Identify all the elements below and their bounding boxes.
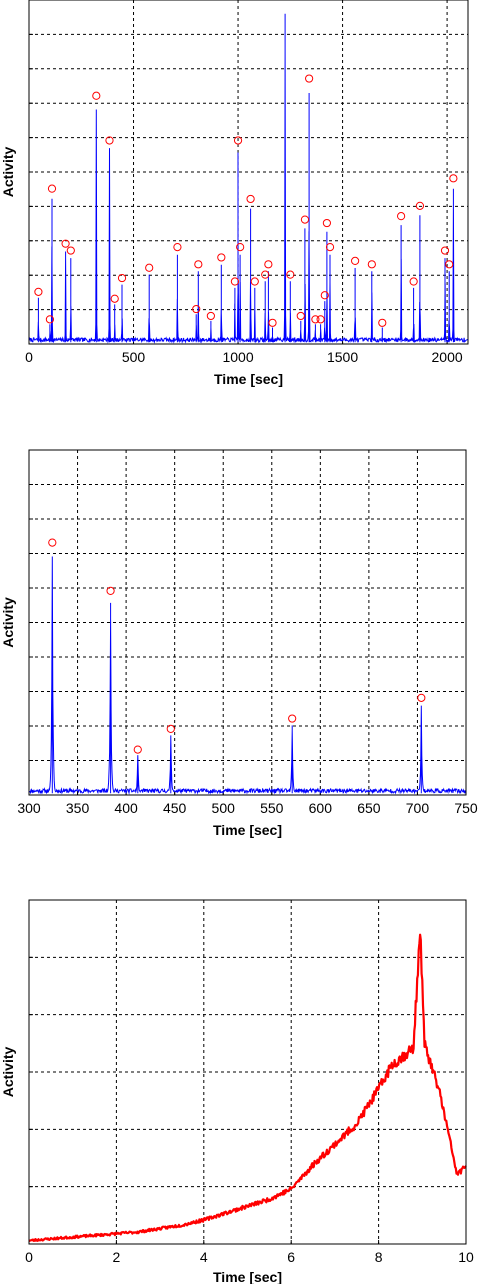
x-tick-label: 0 bbox=[25, 1249, 33, 1265]
peak-marker bbox=[296, 311, 305, 321]
x-tick-label: 8 bbox=[375, 1249, 383, 1265]
peak-marker bbox=[106, 586, 115, 595]
peak-marker bbox=[397, 212, 406, 221]
x-tick-label: 1500 bbox=[327, 349, 358, 365]
peak-marker bbox=[415, 201, 425, 210]
peak-marker bbox=[440, 246, 450, 255]
x-tick-label: 400 bbox=[114, 800, 138, 816]
peak-marker bbox=[117, 273, 127, 283]
peak-marker bbox=[250, 277, 259, 286]
x-tick-label: 700 bbox=[406, 800, 430, 816]
peak-marker bbox=[105, 136, 114, 145]
peak-marker bbox=[320, 291, 329, 300]
x-tick-label: 10 bbox=[458, 1249, 474, 1265]
peak-marker bbox=[445, 260, 454, 269]
x-axis-label: Time [sec] bbox=[213, 822, 282, 838]
x-tick-label: 550 bbox=[260, 800, 284, 816]
peak-marker bbox=[286, 270, 295, 279]
peak-marker bbox=[261, 270, 270, 279]
x-tick-label: 350 bbox=[66, 800, 90, 816]
peak-marker bbox=[325, 243, 335, 252]
x-tick-label: 750 bbox=[454, 800, 478, 816]
x-tick-label: 4 bbox=[200, 1249, 208, 1265]
peak-marker bbox=[206, 311, 215, 321]
y-axis-label: Activity bbox=[0, 1047, 16, 1098]
peak-marker bbox=[194, 260, 203, 269]
peak-marker bbox=[417, 693, 426, 702]
signal-line bbox=[28, 13, 469, 344]
peak-marker bbox=[66, 246, 75, 255]
chart-3: 0 2 4 6 8 10 Time [sec] Activity bbox=[0, 899, 474, 1284]
peak-marker bbox=[47, 184, 57, 193]
x-tick-label: 0 bbox=[25, 349, 33, 365]
peak-marker bbox=[311, 315, 320, 324]
peak-marker bbox=[246, 194, 255, 204]
x-tick-label: 2 bbox=[113, 1249, 121, 1265]
x-axis-label: Time [sec] bbox=[213, 1269, 282, 1284]
x-tick-label: 450 bbox=[163, 800, 187, 816]
peak-marker bbox=[409, 277, 418, 286]
peak-marker bbox=[230, 277, 240, 286]
x-tick-label: 600 bbox=[309, 800, 333, 816]
x-tick-label: 500 bbox=[212, 800, 236, 816]
peak-marker bbox=[316, 315, 325, 324]
plot-border bbox=[28, 449, 467, 796]
chart-1: 0 500 1000 1500 2000 Time [sec] Activity bbox=[0, 0, 469, 387]
peak-marker bbox=[45, 315, 55, 324]
peak-marker bbox=[48, 538, 57, 547]
plot-border bbox=[28, 0, 469, 345]
plot-border bbox=[28, 899, 467, 1245]
peak-marker bbox=[166, 724, 175, 733]
peak-marker bbox=[133, 745, 142, 754]
peak-marker bbox=[268, 318, 277, 327]
peak-marker bbox=[217, 253, 226, 262]
peak-marker bbox=[351, 256, 360, 265]
signal-line bbox=[28, 556, 467, 795]
y-axis-label: Activity bbox=[0, 597, 16, 648]
peak-marker bbox=[300, 215, 310, 224]
peak-marker bbox=[173, 243, 182, 252]
chart-2: 300 350 400 450 500 550 600 650 700 750 Time [sec]… bbox=[0, 449, 478, 838]
peak-marker bbox=[110, 294, 119, 303]
peak-marker bbox=[449, 174, 458, 183]
x-tick-label: 1000 bbox=[222, 349, 253, 365]
x-tick-label: 500 bbox=[122, 349, 146, 365]
peak-marker bbox=[264, 260, 273, 269]
peak-marker bbox=[305, 74, 314, 83]
x-tick-label: 2000 bbox=[432, 349, 463, 365]
peak-marker bbox=[145, 263, 154, 272]
peak-marker bbox=[378, 318, 387, 327]
x-tick-label: 650 bbox=[357, 800, 381, 816]
x-tick-label: 6 bbox=[287, 1249, 295, 1265]
x-axis-label: Time [sec] bbox=[214, 371, 283, 387]
peak-marker bbox=[233, 136, 243, 145]
peak-marker bbox=[34, 287, 43, 296]
peak-marker bbox=[236, 243, 245, 252]
peak-marker bbox=[61, 239, 70, 248]
peak-marker bbox=[322, 218, 331, 228]
signal-line bbox=[28, 933, 467, 1243]
x-tick-label: 300 bbox=[17, 800, 41, 816]
peak-marker bbox=[192, 304, 201, 314]
peak-marker bbox=[288, 714, 297, 723]
peak-marker bbox=[367, 260, 376, 269]
y-axis-label: Activity bbox=[0, 147, 16, 198]
peak-marker bbox=[92, 91, 101, 100]
